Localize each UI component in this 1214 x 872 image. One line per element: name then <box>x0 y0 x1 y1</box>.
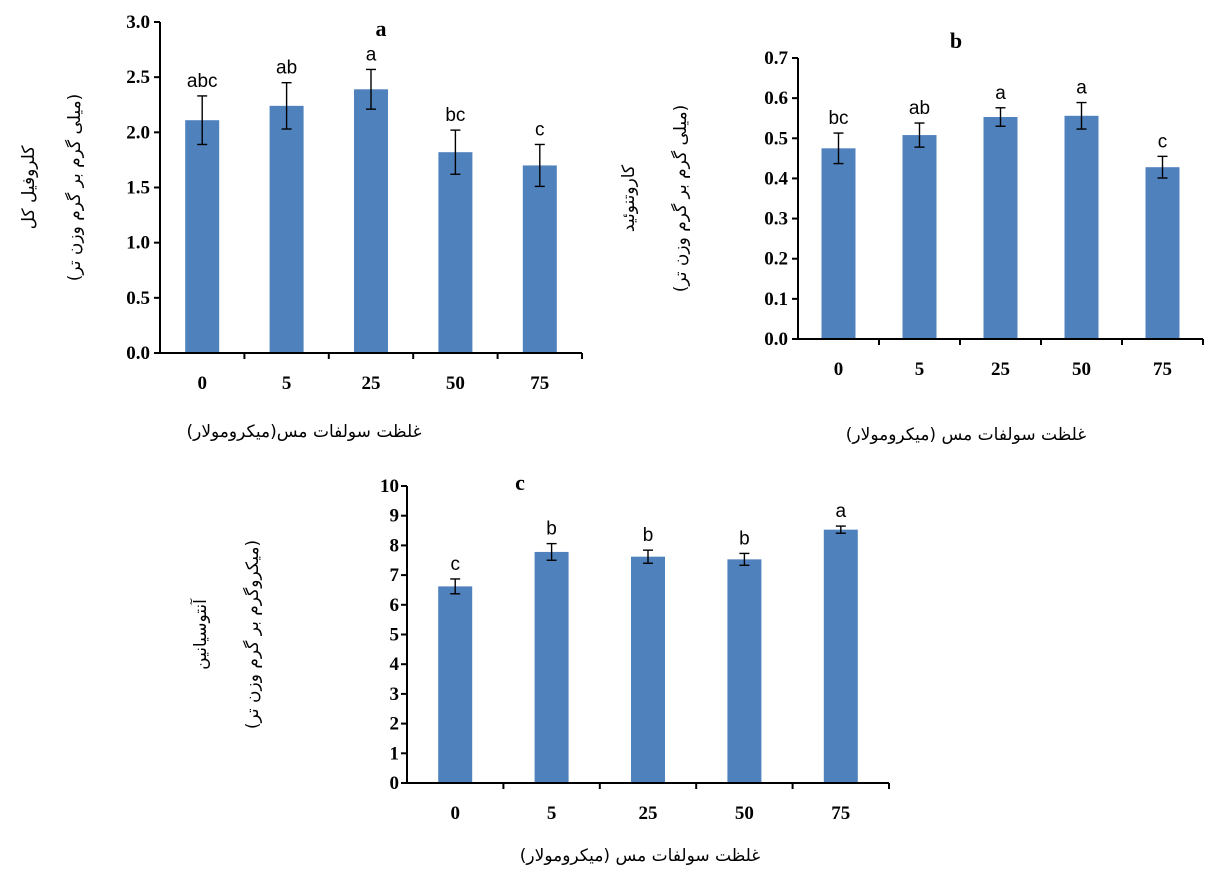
x-tick-label: 0 <box>450 803 460 824</box>
y-axis-title: آنتوسیانین <box>189 598 211 670</box>
y-tick-label: 0.2 <box>764 249 788 270</box>
bar <box>185 120 220 354</box>
significance-label: abc <box>187 71 218 92</box>
significance-label: a <box>995 83 1006 104</box>
chart-panel-c: 0 1 2 3 4 5 6 7 8 9 10 c 0 b 5 b 25 b 50 a 75 c غلظت سولفات مس… <box>189 470 890 866</box>
bar <box>823 529 858 783</box>
significance-label: b <box>643 525 654 546</box>
y-tick-label: 8 <box>390 535 400 556</box>
y-tick-label: 10 <box>380 476 399 497</box>
y-tick-label: 0.6 <box>764 88 788 109</box>
y-tick-label: 2.0 <box>126 122 150 143</box>
x-tick-label: 75 <box>831 803 850 824</box>
significance-label: ab <box>276 58 297 79</box>
bar <box>534 551 569 783</box>
bar <box>631 556 665 783</box>
y-tick-label: 4 <box>390 654 400 675</box>
y-tick-label: 0.0 <box>126 343 150 364</box>
x-tick-label: 75 <box>1153 359 1172 380</box>
x-tick-label: 0 <box>834 359 844 380</box>
significance-label: c <box>1158 131 1168 152</box>
y-tick-label: 0.4 <box>764 168 788 189</box>
x-tick-label: 25 <box>362 373 381 394</box>
panel-letter: c <box>515 470 525 495</box>
y-axis-title: کلروفیل کل <box>19 145 39 230</box>
bar <box>438 152 473 353</box>
x-tick-label: 0 <box>197 373 207 394</box>
x-axis-title: غلظت سولفات مس(میکرومولار) <box>186 422 421 442</box>
y-tick-label: 1 <box>390 743 400 764</box>
significance-label: c <box>450 554 460 575</box>
significance-label: a <box>366 44 377 65</box>
bar <box>1145 167 1180 339</box>
bar <box>522 165 557 353</box>
y-tick-label: 0.0 <box>764 329 788 350</box>
chart-panel-a: 0.0 0.5 1.0 1.5 2.0 2.5 3.0 abc 0 ab 5 a 25 bc 50 c 75 a غ… <box>19 12 583 442</box>
significance-label: a <box>836 501 847 522</box>
y-tick-label: 3 <box>390 684 400 705</box>
y-tick-label: 9 <box>390 506 400 527</box>
y-tick-label: 0 <box>390 773 400 794</box>
y-tick-label: 0.5 <box>126 288 150 309</box>
y-tick-label: 2 <box>390 714 400 735</box>
y-tick-label: 1.5 <box>126 178 150 199</box>
y-tick-label: 3.0 <box>126 12 150 33</box>
y-axis-title: کاروتنوئید <box>619 164 639 232</box>
x-axis-title: غلظت سولفات مس (میکرومولار) <box>520 846 761 866</box>
bar <box>727 559 762 783</box>
significance-label: bc <box>445 105 465 126</box>
y-tick-label: 7 <box>390 565 400 586</box>
panel-letter: a <box>376 16 387 41</box>
y-axis-title: (میکروگرم بر گرم وزن تر) <box>242 540 263 729</box>
x-tick-label: 25 <box>639 803 658 824</box>
chart-panel-b: 0.0 0.1 0.2 0.3 0.4 0.5 0.6 0.7 bc 0 ab 5 a 25 a 50 c 75 b… <box>619 28 1204 445</box>
significance-label: bc <box>828 108 848 129</box>
x-tick-label: 5 <box>282 373 292 394</box>
x-tick-label: 5 <box>915 359 925 380</box>
significance-label: ab <box>909 98 930 119</box>
x-tick-label: 75 <box>530 373 549 394</box>
x-axis-title: غلظت سولفات مس (میکرومولار) <box>846 425 1087 445</box>
y-tick-label: 0.5 <box>764 128 788 149</box>
y-tick-label: 1.0 <box>126 233 150 254</box>
y-tick-label: 6 <box>390 595 400 616</box>
x-tick-label: 50 <box>1072 359 1091 380</box>
bar <box>983 117 1018 339</box>
significance-label: b <box>739 528 750 549</box>
y-tick-label: 0.3 <box>764 209 788 230</box>
y-tick-label: 0.7 <box>764 48 788 69</box>
significance-label: c <box>535 119 545 140</box>
significance-label: a <box>1076 78 1087 99</box>
y-tick-label: 5 <box>390 625 400 646</box>
bar <box>354 89 388 353</box>
y-tick-label: 0.1 <box>764 289 788 310</box>
y-tick-label: 2.5 <box>126 67 150 88</box>
bar <box>821 148 856 339</box>
bar <box>902 135 937 339</box>
x-tick-label: 50 <box>446 373 465 394</box>
y-axis-title: (میلی گرم بر گرم وزن تر) <box>64 94 85 281</box>
significance-label: b <box>546 519 557 540</box>
bar <box>1064 115 1099 339</box>
bar <box>438 586 473 783</box>
x-tick-label: 25 <box>991 359 1010 380</box>
x-tick-label: 5 <box>547 803 557 824</box>
panel-letter: b <box>950 28 962 53</box>
bar <box>269 105 304 353</box>
y-axis-title: (میلی گرم بر گرم وزن تر) <box>670 105 691 292</box>
x-tick-label: 50 <box>735 803 754 824</box>
